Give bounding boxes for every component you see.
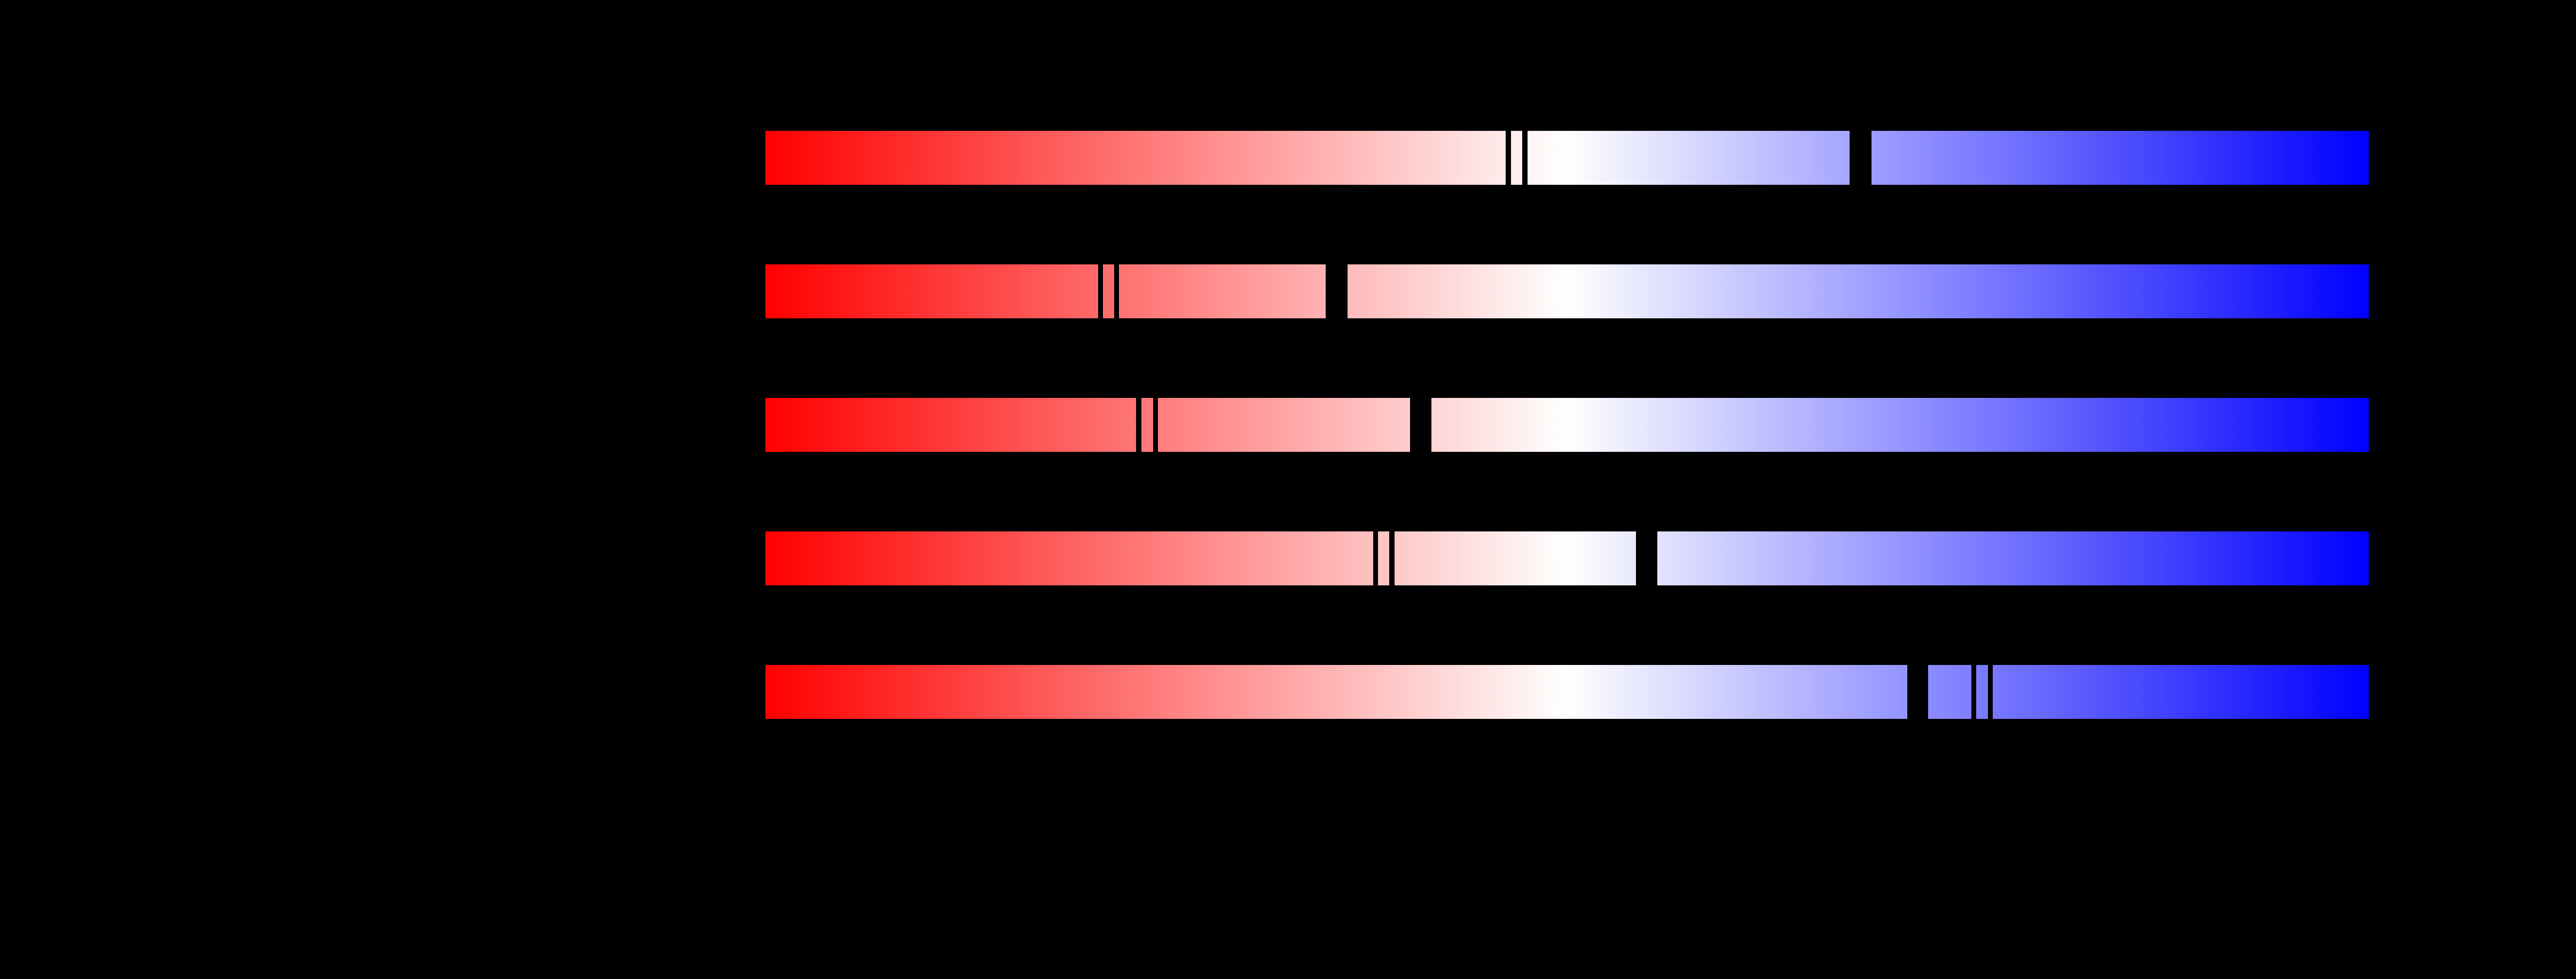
gradient-colorbar-row-2: [765, 264, 2369, 318]
gradient-colorbar-row-5: [765, 665, 2369, 719]
thin-marker: [1971, 665, 1976, 719]
thick-marker: [1636, 531, 1657, 585]
thin-marker: [1153, 398, 1158, 452]
thin-marker: [1506, 131, 1511, 185]
thin-marker: [1522, 131, 1528, 185]
thin-marker: [1988, 665, 1993, 719]
gradient-colorbar-row-3: [765, 398, 2369, 452]
thin-marker: [1373, 531, 1378, 585]
thick-marker: [1850, 131, 1872, 185]
thick-marker: [1410, 398, 1431, 452]
gradient-colorbar-row-4: [765, 531, 2369, 585]
thin-marker: [1114, 264, 1119, 318]
thick-marker: [1907, 665, 1928, 719]
thin-marker: [1098, 264, 1103, 318]
thin-marker: [1136, 398, 1141, 452]
thick-marker: [1326, 264, 1348, 318]
thin-marker: [1389, 531, 1395, 585]
gradient-colorbar-row-1: [765, 131, 2369, 185]
